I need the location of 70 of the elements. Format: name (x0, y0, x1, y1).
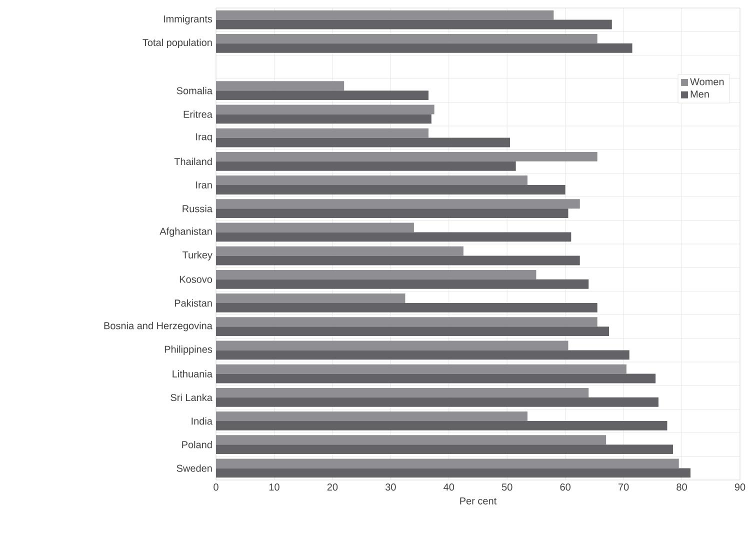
bar (216, 364, 626, 374)
legend-label: Men (690, 90, 709, 98)
x-tick-label: 40 (444, 484, 454, 491)
x-tick-label: 30 (385, 484, 396, 491)
x-tick-label: 80 (676, 484, 687, 491)
y-tick-label: Pakistan (174, 299, 212, 307)
bar (216, 420, 668, 430)
y-tick-label: Kosovo (180, 276, 212, 283)
y-tick-label: Total population (142, 38, 212, 48)
y-tick-label: Iraq (196, 133, 212, 142)
y-tick-label: Sweden (176, 464, 212, 472)
bar (216, 152, 598, 162)
bar (216, 232, 572, 242)
bar (216, 302, 598, 312)
y-tick-label: Somalia (176, 86, 212, 94)
y-tick-label: Poland (182, 440, 212, 448)
y-tick-label: Russia (182, 204, 212, 212)
x-tick-label: 50 (502, 484, 512, 491)
bar (216, 104, 434, 114)
y-tick-label: Philippines (164, 346, 212, 355)
bar (216, 458, 679, 468)
bar (216, 199, 580, 209)
bar (216, 20, 612, 30)
legend-label: Women (690, 78, 724, 86)
y-tick-label: India (192, 417, 212, 425)
y-tick-label: Afghanistan (160, 228, 212, 237)
y-tick-label: Lithuania (172, 370, 212, 378)
y-tick-label: Thailand (174, 158, 212, 166)
y-tick-label: Sri Lanka (170, 394, 212, 402)
bar (216, 388, 589, 398)
y-tick-label: Iran (196, 182, 212, 188)
bar (216, 81, 344, 91)
bar (216, 374, 656, 384)
bar (216, 246, 464, 256)
bar (216, 10, 554, 20)
bar (216, 270, 536, 280)
bar (216, 326, 609, 336)
bar (216, 412, 528, 421)
bar (216, 350, 630, 360)
bar (216, 90, 429, 100)
bar (216, 340, 568, 350)
y-tick-label: Immigrants (164, 15, 212, 24)
bar (216, 435, 606, 445)
bar (216, 114, 432, 124)
bar (216, 128, 429, 138)
bar (216, 185, 566, 194)
bar (216, 222, 414, 232)
bar (216, 138, 510, 148)
bar (216, 161, 516, 171)
bar (216, 397, 658, 407)
bar (216, 208, 568, 218)
x-tick-label: 20 (327, 484, 338, 491)
y-tick-label: Turkey (182, 251, 212, 260)
bar (216, 317, 598, 327)
x-tick-label: 90 (734, 484, 746, 491)
y-tick-label: Bosnia and Herzegovina (104, 322, 212, 332)
x-tick-label: 10 (269, 484, 280, 491)
x-tick-label: 60 (560, 484, 570, 491)
bar (216, 468, 690, 478)
bar (216, 34, 598, 44)
bar (216, 176, 528, 185)
bar (216, 256, 580, 266)
bar (216, 444, 674, 454)
x-tick-label: 0 (214, 484, 218, 491)
y-tick-label: Eritrea (184, 110, 212, 118)
bar (216, 279, 589, 289)
bar (216, 294, 406, 303)
x-tick-label: 70 (618, 484, 629, 491)
x-axis-title: Per cent (460, 497, 497, 504)
bar (216, 43, 632, 53)
